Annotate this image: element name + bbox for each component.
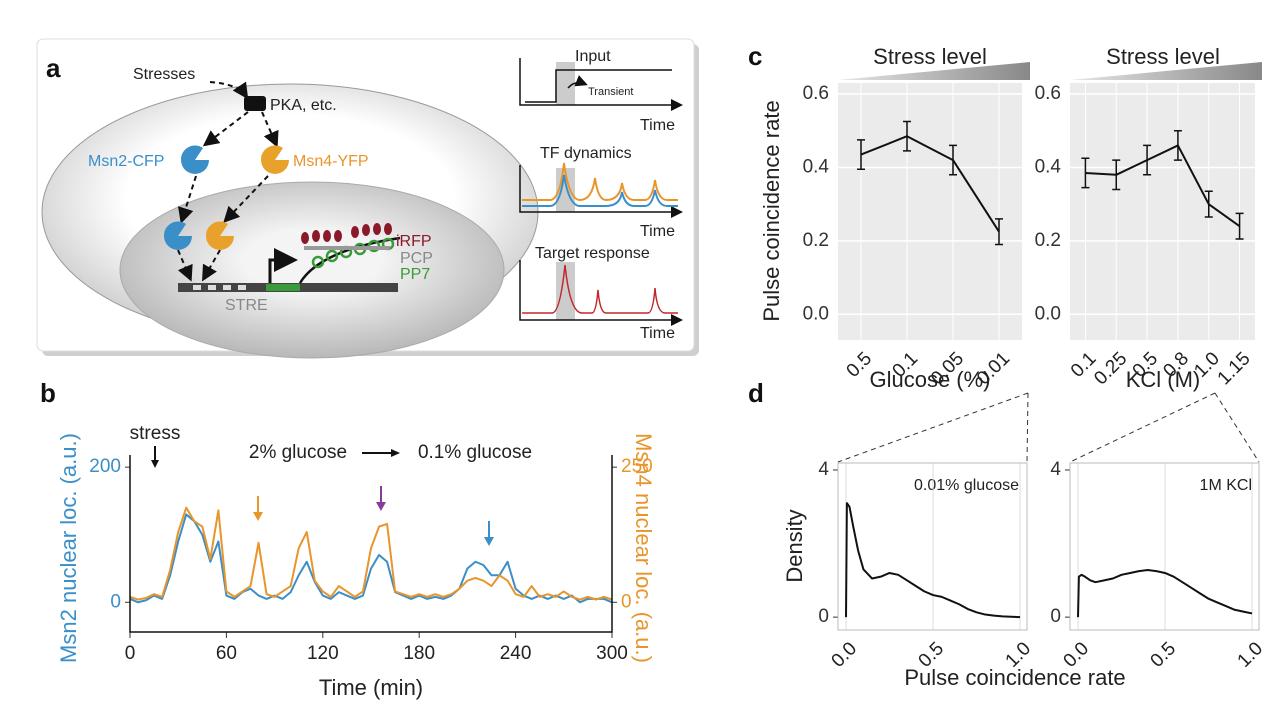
y-tick-label: 4 xyxy=(818,459,829,480)
label: Time xyxy=(640,325,675,342)
annotation: 0.01% glucose xyxy=(914,477,1019,494)
y-axis-label: Msn2 nuclear loc. (a.u.) xyxy=(56,433,81,663)
panel-label: b xyxy=(40,378,56,408)
reporter xyxy=(301,223,395,269)
y-tick-label: 0 xyxy=(1050,606,1061,627)
x-tick-label: 0 xyxy=(125,643,136,664)
y-tick-label: 0.2 xyxy=(1035,230,1061,251)
label: iRFP xyxy=(396,233,432,250)
chart: 0.00.20.40.60.10.250.50.81.01.15 xyxy=(1035,83,1255,389)
x-axis-label: Pulse coincidence rate xyxy=(904,665,1125,690)
y-tick-label: 0 xyxy=(818,606,829,627)
y-tick-label: 0 xyxy=(110,591,121,612)
x-tick-label: 1.0 xyxy=(1234,638,1268,672)
error-bar xyxy=(1112,159,1121,191)
label: PP7 xyxy=(400,266,430,283)
y-axis-label: Density xyxy=(782,509,807,582)
line xyxy=(845,502,1021,619)
y2-axis-label: Msn4 nuclear loc. (a.u.) xyxy=(631,433,656,663)
label: Stresses xyxy=(133,66,195,83)
y-tick-label: 200 xyxy=(89,456,121,477)
x-tick-label: 0.5 xyxy=(1147,638,1181,672)
line xyxy=(860,135,1000,233)
label: Msn4-YFP xyxy=(293,153,369,170)
plot-border xyxy=(837,462,1028,631)
label: Target response xyxy=(535,245,650,262)
pathway-arrows xyxy=(177,81,279,282)
label: Msn2-CFP xyxy=(88,153,164,170)
error-bar xyxy=(1204,190,1213,218)
annotation: 0.1% glucose xyxy=(418,442,532,463)
line xyxy=(129,513,613,604)
annotation: stress xyxy=(130,423,181,444)
line xyxy=(1077,569,1253,618)
tf-icons xyxy=(163,145,289,250)
line xyxy=(1085,144,1241,228)
chart-title: Stress level xyxy=(873,44,987,69)
y2-tick-label: 0 xyxy=(621,591,632,612)
error-bar xyxy=(903,120,911,152)
x-tick-label: 240 xyxy=(500,643,532,664)
stress-wedge xyxy=(838,62,1030,80)
panel-a: Stresses PKA, etc. Msn2-CFP Msn4-YFP iRF… xyxy=(36,38,699,359)
chart: 0.00.20.40.60.5 0.1 0.05 0.01 xyxy=(803,83,1022,389)
x-tick-label: 300 xyxy=(596,643,628,664)
chart-title: Stress level xyxy=(1106,44,1220,69)
plot-background xyxy=(1070,83,1255,340)
error-bar xyxy=(995,218,1003,246)
label: Transient xyxy=(588,86,633,98)
label: Input xyxy=(575,48,611,65)
y-tick-label: 4 xyxy=(1050,459,1061,480)
error-bar xyxy=(1143,144,1152,176)
y-tick-label: 0.6 xyxy=(1035,83,1061,104)
y-tick-label: 0.4 xyxy=(1035,156,1062,177)
annotation: 2% glucose xyxy=(249,442,347,463)
chart: 0 200 0 250 0 60 120 180 240 300 xyxy=(89,455,653,664)
x-axis-label: Glucose (%) xyxy=(869,367,990,392)
mini-axes xyxy=(519,58,683,326)
stress-wedge xyxy=(1070,62,1262,80)
axis xyxy=(129,455,613,633)
error-bar xyxy=(857,139,865,171)
arrows xyxy=(151,446,494,546)
x-tick-label: 1.15 xyxy=(1214,348,1255,389)
y-tick-label: 0.2 xyxy=(803,230,829,251)
panel-label: d xyxy=(748,378,764,408)
y-tick-label: 0.6 xyxy=(803,83,829,104)
error-bar xyxy=(1081,157,1090,189)
panel-label: c xyxy=(748,41,762,71)
y-tick-label: 0.4 xyxy=(803,156,830,177)
kinase xyxy=(244,96,266,111)
x-axis-label: Time (min) xyxy=(319,675,423,700)
x-axis-label: KCl (M) xyxy=(1126,367,1201,392)
label: TF dynamics xyxy=(540,145,632,162)
label: PCP xyxy=(400,250,433,267)
plot-background xyxy=(838,83,1022,340)
plot-border xyxy=(1069,462,1260,631)
y-tick-label: 0.0 xyxy=(1035,303,1061,324)
annotation: 1M KCl xyxy=(1200,477,1252,494)
error-bar xyxy=(1235,212,1244,240)
x-tick-label: 60 xyxy=(216,643,237,664)
label: Time xyxy=(640,223,675,240)
y-axis-label: Pulse coincidence rate xyxy=(759,100,784,321)
label: PKA, etc. xyxy=(270,97,337,114)
error-bar xyxy=(949,144,957,176)
line xyxy=(129,506,613,601)
panel-label: a xyxy=(46,53,61,83)
zoom-lines xyxy=(837,392,1260,463)
y-tick-label: 0.0 xyxy=(803,303,829,324)
x-tick-label: 0.0 xyxy=(828,638,862,672)
pp7-sites xyxy=(266,284,300,291)
stre-sites xyxy=(193,285,246,290)
y2-tick-label: 250 xyxy=(621,456,653,477)
label: Time xyxy=(640,117,675,134)
x-tick-label: 120 xyxy=(307,643,339,664)
x-tick-label: 180 xyxy=(403,643,435,664)
promoter xyxy=(268,248,298,283)
error-bar xyxy=(1173,129,1182,161)
label: STRE xyxy=(225,297,268,314)
